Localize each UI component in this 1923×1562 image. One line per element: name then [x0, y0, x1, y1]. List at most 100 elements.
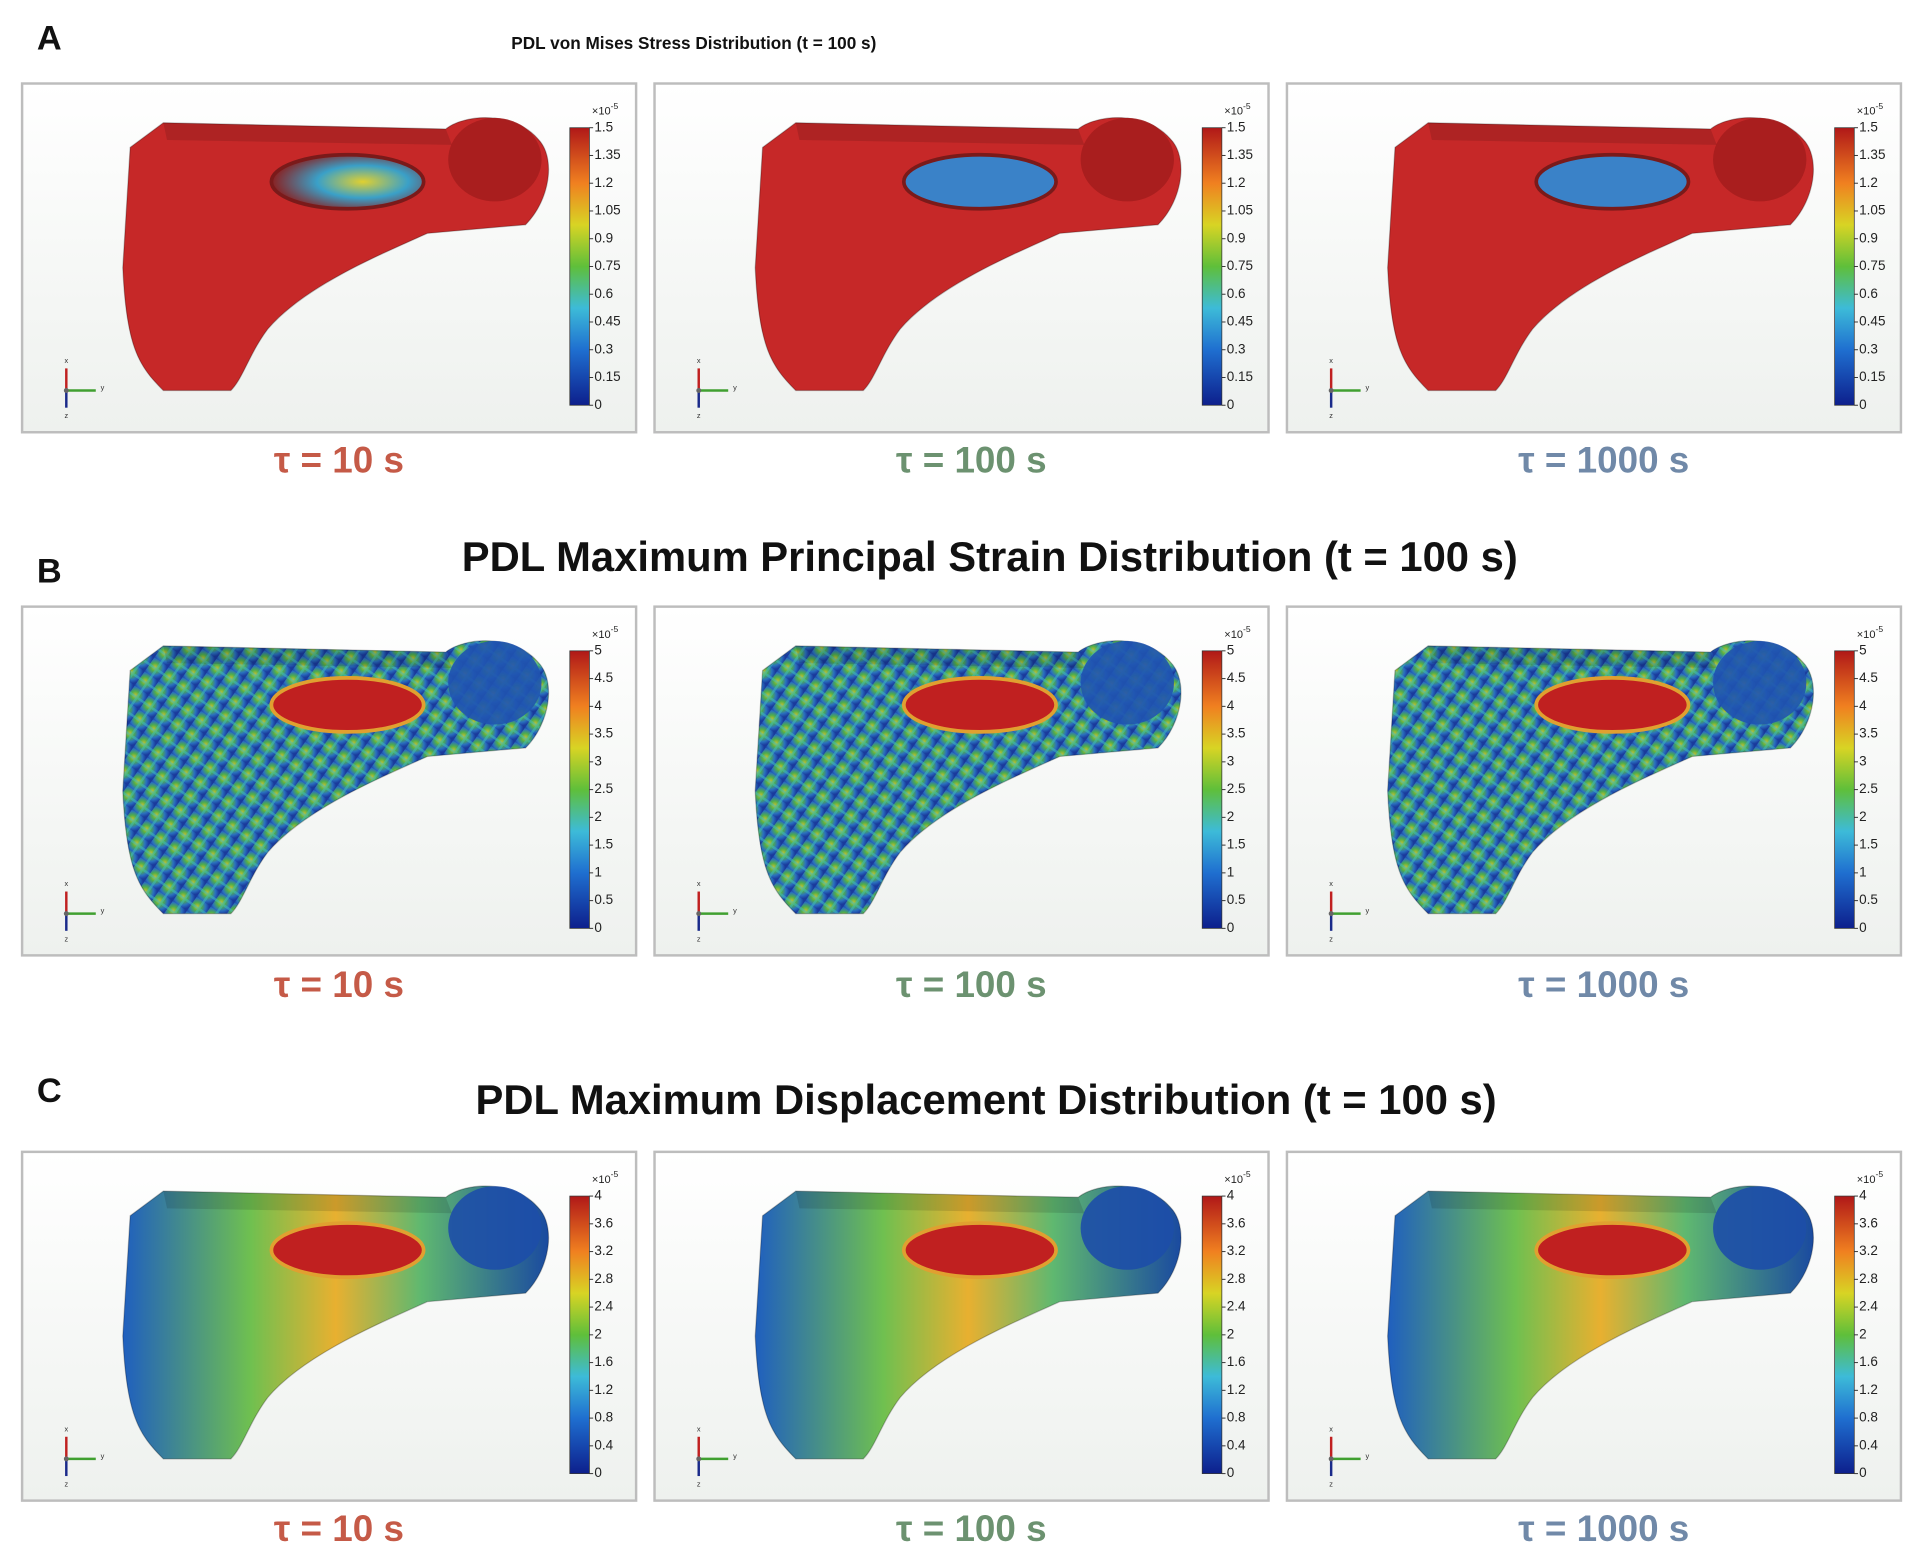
model-condyle: [448, 117, 542, 202]
colorbar-tick-label: 3.2: [594, 1243, 613, 1258]
multiplier-base: ×10: [592, 629, 611, 641]
multiplier-exponent: -5: [1875, 101, 1883, 111]
axis-label: z: [1329, 934, 1333, 943]
colorbar-tick-label: 0.9: [594, 230, 613, 245]
multiplier-base: ×10: [1224, 629, 1243, 641]
colorbar-tick-label: 0: [594, 1465, 602, 1480]
panel-caption: τ = 100 s: [896, 440, 1047, 481]
model-ridge: [1428, 1191, 1717, 1214]
model-ridge: [163, 122, 452, 145]
model-condyle: [1713, 1186, 1807, 1270]
colorbar-tick-label: 2: [1859, 809, 1867, 824]
axis-origin: [1328, 1456, 1334, 1462]
colorbar-tick-label: 1.05: [1859, 203, 1885, 218]
colorbar-tick-label: 3.5: [1859, 726, 1878, 741]
colorbar-tick-label: 0.3: [1227, 341, 1246, 356]
colorbar-tick-label: 3: [1859, 753, 1867, 768]
colorbar-tick-label: 0: [1859, 920, 1867, 935]
model-condyle: [1713, 117, 1807, 202]
colorbar-tick-label: 0.75: [594, 258, 620, 273]
axis-label: x: [1329, 1424, 1333, 1433]
colorbar: [1834, 650, 1855, 929]
colorbar-tick-label: 2.4: [1859, 1299, 1878, 1314]
axis-origin: [63, 911, 69, 917]
colorbar-tick-label: 0.15: [1227, 369, 1253, 384]
panel-caption: τ = 100 s: [896, 964, 1047, 1005]
axis-label: y: [1366, 383, 1370, 392]
colorbar-tick-label: 1.5: [594, 119, 613, 134]
colorbar-tick-label: 4: [594, 1188, 602, 1203]
colorbar-tick-label: 1.2: [594, 1382, 613, 1397]
colorbar-tick-label: 3: [594, 753, 602, 768]
axis-label: y: [101, 1451, 105, 1460]
axis-label: y: [1366, 1451, 1370, 1460]
colorbar-tick-label: 2: [1859, 1326, 1867, 1341]
colorbar-tick-label: 1.2: [594, 175, 613, 190]
axis-label: z: [697, 934, 701, 943]
colorbar-tick-label: 0.8: [594, 1410, 613, 1425]
colorbar-tick-label: 0.3: [594, 341, 613, 356]
colorbar-tick-label: 4: [1227, 1188, 1235, 1203]
colorbar-tick-label: 2.8: [594, 1271, 613, 1286]
axis-origin: [63, 1456, 69, 1462]
axis-origin: [1328, 388, 1334, 393]
axis-label: x: [64, 1424, 68, 1433]
panel: ×10-5 0 0.15 0.3 0.45 0.6 0.75 0.9 1.05 1.2 1.35 1.…: [653, 82, 1270, 434]
colorbar-multiplier: ×10-5: [592, 101, 619, 118]
colorbar-tick-label: 2.4: [594, 1299, 613, 1314]
colorbar-tick-label: 0.9: [1859, 230, 1878, 245]
colorbar-tick-label: 0.6: [594, 286, 613, 301]
panel: ×10-5 0 0.15 0.3 0.45 0.6 0.75 0.9 1.05 1.2 1.35 1.…: [20, 82, 638, 434]
colorbar-tick-label: 4: [1859, 698, 1867, 713]
model-condyle: [1080, 117, 1174, 202]
colorbar-tick-label: 0.75: [1859, 258, 1885, 273]
model-condyle: [448, 641, 542, 725]
multiplier-exponent: -5: [611, 624, 619, 634]
model-condyle: [448, 1186, 542, 1270]
model-socket: [901, 676, 1058, 734]
colorbar-tick-label: 1.5: [1859, 837, 1878, 852]
colorbar-tick-label: 1: [1859, 864, 1867, 879]
colorbar-tick-label: 0: [594, 920, 602, 935]
section-title: PDL Maximum Principal Strain Distributio…: [462, 533, 1518, 580]
colorbar-tick-label: 2: [1227, 809, 1235, 824]
colorbar-tick-label: 5: [1859, 642, 1867, 657]
panel: ×10-5 0 0.5 1 1.5 2 2.5 3 3.5 4 4.5 5 x y z: [20, 605, 638, 957]
colorbar-multiplier: ×10-5: [1224, 1169, 1251, 1186]
colorbar-tick-label: 2.5: [1859, 781, 1878, 796]
colorbar-tick-label: 1.2: [1227, 175, 1246, 190]
colorbar-tick-label: 0: [1227, 920, 1235, 935]
colorbar-tick-label: 0: [1859, 397, 1867, 412]
colorbar-tick-label: 1.35: [1859, 147, 1885, 162]
model-socket: [1534, 1221, 1691, 1279]
panel: ×10-5 0 0.4 0.8 1.2 1.6 2 2.4 2.8 3.2 3.6 4 x y z: [1285, 1150, 1903, 1502]
colorbar-tick-label: 0.75: [1227, 258, 1253, 273]
colorbar-tick-label: 2.5: [1227, 781, 1246, 796]
multiplier-exponent: -5: [611, 101, 619, 111]
model-ridge: [1428, 122, 1717, 145]
model-socket: [269, 152, 426, 211]
axis-label: z: [1329, 411, 1333, 420]
axis-label: x: [697, 879, 701, 888]
colorbar: [569, 650, 590, 929]
colorbar-tick-label: 4.5: [1859, 670, 1878, 685]
model-ridge: [163, 1191, 452, 1214]
colorbar-tick-label: 0.45: [594, 314, 620, 329]
axis-origin: [696, 911, 702, 917]
colorbar-tick-label: 1.2: [1227, 1382, 1246, 1397]
model-socket: [901, 152, 1058, 211]
colorbar: [1201, 1195, 1223, 1474]
colorbar-tick-label: 0.5: [1227, 892, 1246, 907]
colorbar-tick-label: 3.2: [1859, 1243, 1878, 1258]
model-socket: [1534, 676, 1691, 734]
section-label: C: [37, 1072, 62, 1110]
axis-origin: [63, 388, 69, 393]
colorbar-tick-label: 0.6: [1227, 286, 1246, 301]
colorbar-tick-label: 0: [1227, 397, 1235, 412]
colorbar-tick-label: 1.35: [594, 147, 620, 162]
colorbar-multiplier: ×10-5: [1857, 624, 1884, 641]
multiplier-base: ×10: [1857, 106, 1876, 118]
model-condyle: [1080, 641, 1174, 725]
axis-origin: [1328, 911, 1334, 917]
panel-caption: τ = 100 s: [896, 1508, 1047, 1549]
